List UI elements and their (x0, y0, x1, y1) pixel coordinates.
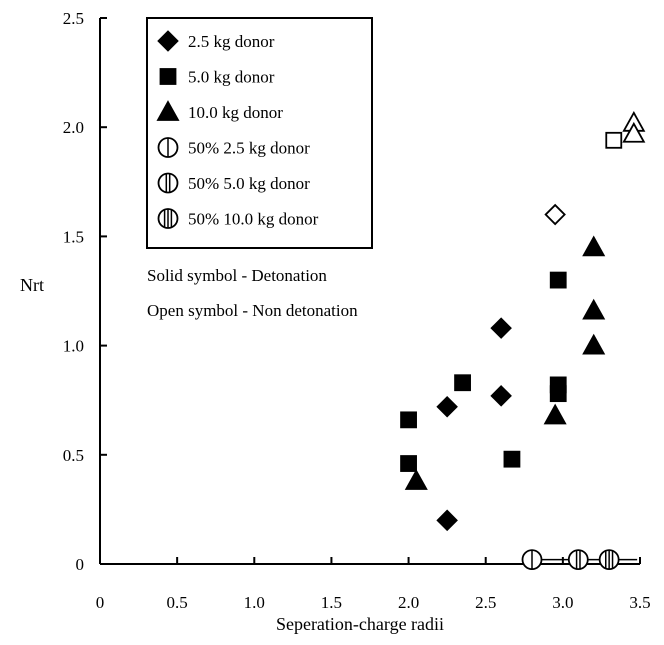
data-point (567, 549, 589, 571)
legend-marker (157, 137, 179, 158)
legend-label: 10.0 kg donor (188, 103, 283, 122)
legend-label: 5.0 kg donor (188, 68, 275, 87)
legend-marker (156, 100, 180, 121)
marker-circle (157, 172, 179, 194)
legend-label: 2.5 kg donor (188, 32, 275, 51)
x-tick-label: 0.5 (167, 593, 188, 612)
x-tick-label: 2.0 (398, 593, 419, 612)
legend-items: 2.5 kg donor 5.0 kg donor 10.0 kg donor 50%… (156, 30, 319, 229)
data-point (400, 455, 417, 472)
data-point (582, 333, 606, 355)
data-point (400, 411, 417, 429)
x-tick-label: 1.5 (321, 593, 342, 612)
x-tick-label: 1.0 (244, 593, 265, 612)
y-tick-label: 1.5 (63, 227, 84, 246)
legend-marker (157, 208, 179, 229)
legend-marker (159, 68, 177, 85)
data-point (490, 317, 512, 339)
x-tick-label: 0 (96, 593, 105, 612)
data-point (454, 374, 471, 392)
y-tick-label: 0.5 (63, 446, 84, 465)
marker-circle (567, 549, 589, 571)
legend-marker (157, 172, 179, 194)
data-point (582, 235, 606, 257)
axes (99, 18, 640, 565)
x-tick-label: 2.5 (475, 593, 496, 612)
x-axis-ticks: 0 0.5 1.0 1.5 2.0 2.5 3.0 3.5 (96, 557, 651, 612)
y-tick-label: 0 (76, 555, 85, 574)
data-point (549, 385, 567, 403)
data-point (598, 549, 620, 571)
legend-box (146, 17, 373, 249)
legend-label: 50% 2.5 kg donor (188, 139, 310, 158)
legend: 2.5 kg donor 5.0 kg donor 10.0 kg donor 50%… (146, 17, 373, 249)
data-point (404, 469, 428, 490)
data-point (605, 131, 623, 149)
data-point (582, 298, 606, 320)
x-axis-label: Seperation-charge radii (276, 614, 444, 634)
data-point (622, 121, 646, 143)
y-tick-label: 1.0 (63, 337, 84, 356)
data-point (436, 509, 458, 532)
y-axis-ticks: 0 0.5 1.0 1.5 2.0 2.5 (63, 9, 107, 574)
data-point (521, 549, 543, 571)
annotation-solid: Solid symbol - Detonation (147, 266, 327, 285)
x-tick-label: 3.0 (552, 593, 573, 612)
annotation-open: Open symbol - Non detonation (147, 301, 358, 320)
legend-label: 50% 10.0 kg donor (188, 210, 319, 229)
x-tick-label: 3.5 (629, 593, 650, 612)
y-tick-label: 2.5 (63, 9, 84, 28)
data-point (503, 450, 521, 468)
data-point (436, 395, 458, 418)
data-point (544, 203, 566, 226)
y-axis-label: Nrt (20, 275, 44, 295)
data-point (549, 271, 567, 289)
data-point (543, 403, 567, 425)
y-tick-label: 2.0 (63, 118, 84, 137)
legend-label: 50% 5.0 kg donor (188, 174, 310, 193)
data-points (400, 110, 646, 571)
legend-marker (157, 30, 179, 52)
data-point (490, 385, 512, 407)
